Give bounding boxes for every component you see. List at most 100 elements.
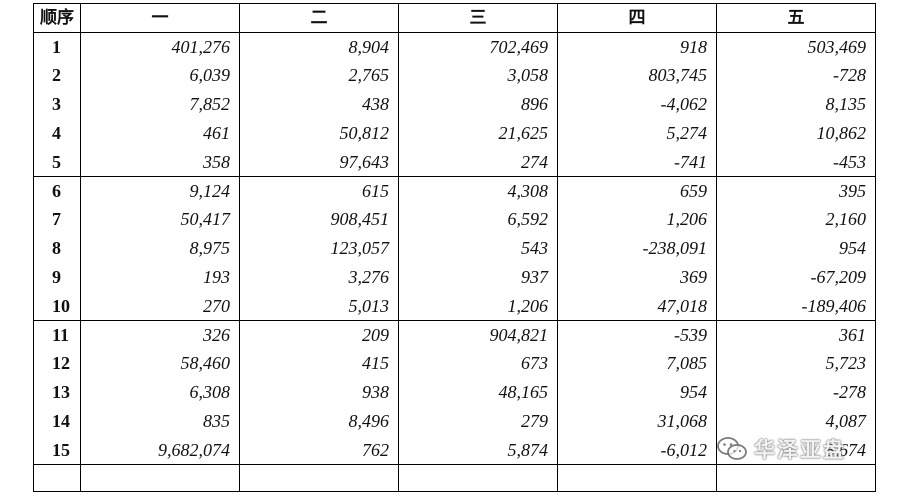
column-header: 五 [716, 3, 876, 33]
empty-cell [557, 464, 717, 492]
table-cell: 8,496 [239, 406, 399, 436]
table-cell: 803,745 [557, 61, 717, 90]
table-cell: 274 [398, 147, 558, 177]
table-cell: 4,308 [398, 176, 558, 206]
row-index: 4 [33, 118, 81, 148]
row-index: 14 [33, 406, 81, 436]
row-index: 15 [33, 435, 81, 465]
row-index: 13 [33, 377, 81, 407]
table-cell: 543 [398, 233, 558, 263]
table-cell: 1,206 [398, 291, 558, 321]
empty-cell [239, 464, 399, 492]
data-table: 顺序一二三四五 1 401,276 8,904 702,469 918 503,469 2 6,… [33, 3, 876, 492]
row-index: 10 [33, 291, 81, 321]
table-cell: 395 [716, 176, 876, 206]
table-cell: 9,682,074 [80, 435, 240, 465]
table-cell: 673 [398, 349, 558, 378]
table-cell: 5,274 [557, 118, 717, 148]
table-row: 5 358 97,643 274 -741 -453 [33, 147, 876, 177]
table-cell: 896 [398, 89, 558, 119]
row-index: 12 [33, 349, 81, 378]
table-cell: 5,723 [716, 349, 876, 378]
table-cell: 47,018 [557, 291, 717, 321]
table-row: 14 835 8,496 279 31,068 4,087 [33, 406, 876, 436]
table-cell: 21,625 [398, 118, 558, 148]
table-cell: 503,469 [716, 32, 876, 62]
table-cell: 1,206 [557, 205, 717, 234]
row-index: 9 [33, 262, 81, 292]
table-row: 4 461 50,812 21,625 5,274 10,862 [33, 118, 876, 148]
table-cell: 954 [716, 233, 876, 263]
table-row: 6 9,124 615 4,308 659 395 [33, 176, 876, 206]
empty-cell [80, 464, 240, 492]
row-index: 6 [33, 176, 81, 206]
table-cell: 904,821 [398, 320, 558, 350]
table-cell: 438 [239, 89, 399, 119]
table-cell: 5,874 [398, 435, 558, 465]
column-header: 三 [398, 3, 558, 33]
table-row: 7 50,417 908,451 6,592 1,206 2,160 [33, 205, 876, 234]
table-cell: 209 [239, 320, 399, 350]
table-cell: -453 [716, 147, 876, 177]
table-cell: 9,124 [80, 176, 240, 206]
table-row: 1 401,276 8,904 702,469 918 503,469 [33, 32, 876, 62]
row-index: 7 [33, 205, 81, 234]
table-row: 15 9,682,074 762 5,874 -6,012 8,674 [33, 435, 876, 465]
table-cell: 954 [557, 377, 717, 407]
table-cell: 8,975 [80, 233, 240, 263]
table-row: 12 58,460 415 673 7,085 5,723 [33, 349, 876, 378]
table-cell: 3,276 [239, 262, 399, 292]
column-header: 一 [80, 3, 240, 33]
table-cell: 2,765 [239, 61, 399, 90]
table-cell: 659 [557, 176, 717, 206]
table-cell: 58,460 [80, 349, 240, 378]
table-row: 2 6,039 2,765 3,058 803,745 -728 [33, 61, 876, 90]
table-cell: -67,209 [716, 262, 876, 292]
table-cell: 8,674 [716, 435, 876, 465]
table-row: 13 6,308 938 48,165 954 -278 [33, 377, 876, 407]
table-cell: 918 [557, 32, 717, 62]
table-row: 8 8,975 123,057 543 -238,091 954 [33, 233, 876, 263]
table-cell: 279 [398, 406, 558, 436]
table-cell: 50,812 [239, 118, 399, 148]
table-cell: -741 [557, 147, 717, 177]
table-cell: 835 [80, 406, 240, 436]
table-cell: 193 [80, 262, 240, 292]
table-cell: 326 [80, 320, 240, 350]
table-cell: 6,039 [80, 61, 240, 90]
row-index: 2 [33, 61, 81, 90]
table-cell: 401,276 [80, 32, 240, 62]
table-cell: 97,643 [239, 147, 399, 177]
row-index: 3 [33, 89, 81, 119]
table-cell: 6,308 [80, 377, 240, 407]
table-cell: 8,135 [716, 89, 876, 119]
table-cell: 461 [80, 118, 240, 148]
table-cell: -189,406 [716, 291, 876, 321]
table-row: 10 270 5,013 1,206 47,018 -189,406 [33, 291, 876, 321]
table-cell: 415 [239, 349, 399, 378]
table-cell: 31,068 [557, 406, 717, 436]
table-cell: 7,085 [557, 349, 717, 378]
column-header: 顺序 [33, 3, 81, 33]
column-header: 二 [239, 3, 399, 33]
table-cell: -238,091 [557, 233, 717, 263]
table-cell: 762 [239, 435, 399, 465]
empty-cell [398, 464, 558, 492]
table-cell: 50,417 [80, 205, 240, 234]
table-cell: 10,862 [716, 118, 876, 148]
table-cell: 938 [239, 377, 399, 407]
table-cell: 5,013 [239, 291, 399, 321]
table-cell: 358 [80, 147, 240, 177]
table-cell: 270 [80, 291, 240, 321]
row-index: 5 [33, 147, 81, 177]
table-cell: 702,469 [398, 32, 558, 62]
row-index: 1 [33, 32, 81, 62]
row-index: 11 [33, 320, 81, 350]
empty-cell [716, 464, 876, 492]
table-cell: 3,058 [398, 61, 558, 90]
table-cell: -728 [716, 61, 876, 90]
table-row: 3 7,852 438 896 -4,062 8,135 [33, 89, 876, 119]
table-cell: 123,057 [239, 233, 399, 263]
table-cell: 6,592 [398, 205, 558, 234]
table-row: 9 193 3,276 937 369 -67,209 [33, 262, 876, 292]
